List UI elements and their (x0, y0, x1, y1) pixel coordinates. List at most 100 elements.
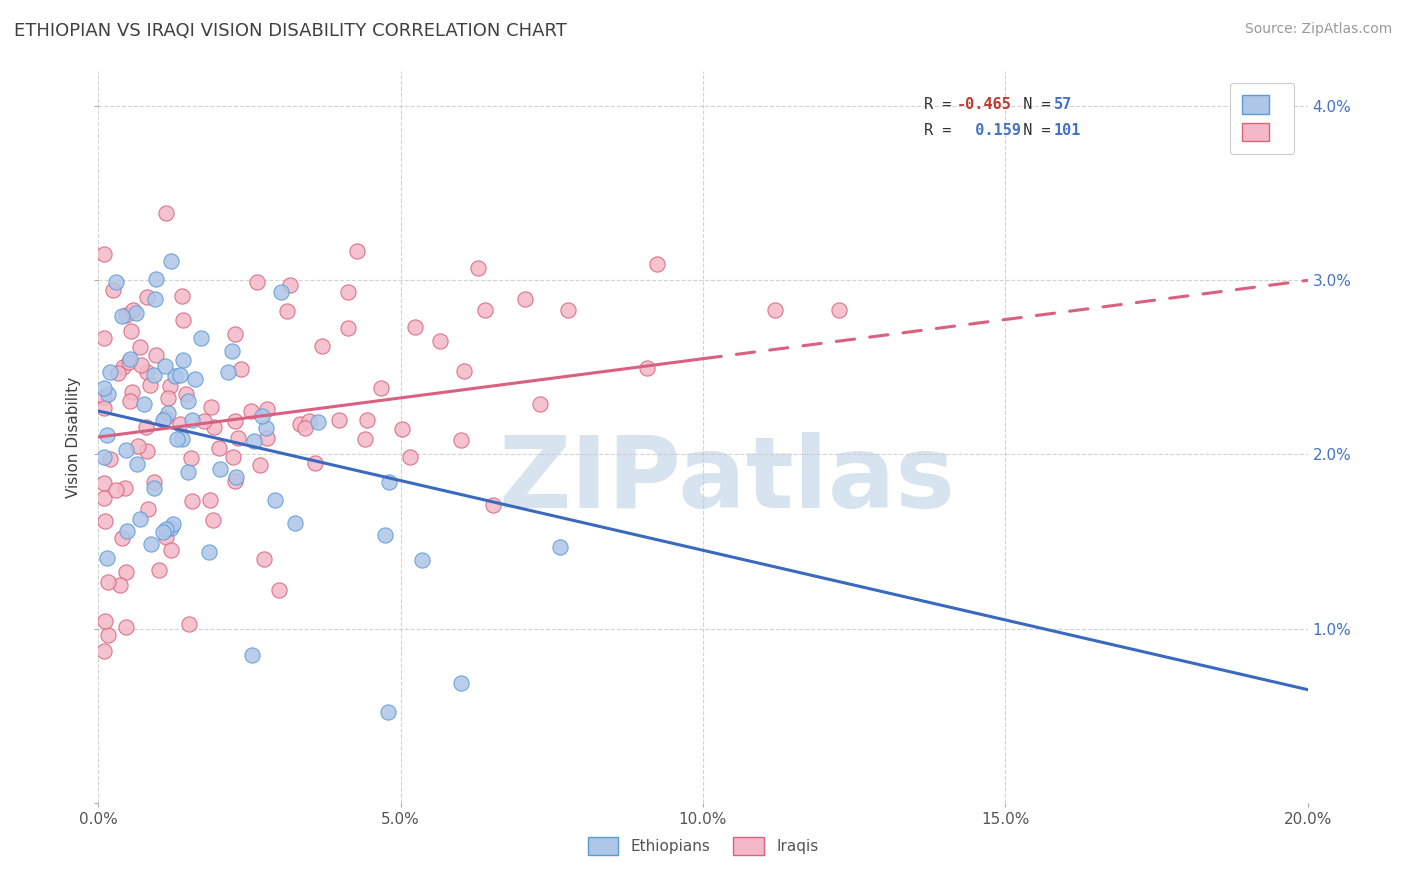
Point (353, 432, 375, 446)
Point (111, 360, 134, 375)
Point (121, 385, 143, 400)
Point (157, 405, 180, 419)
Point (115, 442, 138, 457)
Point (377, 706, 399, 720)
Point (94, 514, 117, 528)
Point (163, 368, 186, 383)
Point (142, 481, 165, 495)
Text: ZIPatlas: ZIPatlas (499, 433, 956, 530)
Point (169, 417, 191, 431)
Point (136, 444, 159, 458)
Point (246, 275, 269, 289)
Point (190, 331, 212, 345)
Point (250, 409, 273, 423)
Point (128, 512, 150, 526)
Point (152, 524, 174, 539)
Point (136, 290, 159, 304)
Point (153, 411, 176, 425)
Point (143, 368, 166, 382)
Point (97, 387, 120, 401)
Point (256, 401, 278, 416)
Point (240, 403, 263, 417)
Point (138, 501, 160, 516)
Point (148, 563, 170, 577)
Point (153, 359, 176, 373)
Point (636, 361, 658, 376)
Point (224, 474, 246, 488)
Point (129, 358, 152, 372)
Point (763, 302, 786, 317)
Point (169, 368, 191, 382)
Point (226, 431, 249, 445)
Point (93, 331, 115, 345)
Point (139, 537, 162, 551)
Point (152, 413, 174, 427)
Point (114, 308, 136, 322)
Point (160, 521, 183, 535)
Point (104, 483, 127, 497)
Point (225, 470, 247, 484)
Point (145, 347, 167, 361)
Point (93, 475, 115, 490)
Point (118, 355, 141, 369)
Point (467, 261, 489, 276)
Point (145, 272, 167, 286)
Point (93, 491, 115, 506)
Point (515, 293, 537, 307)
Point (127, 439, 149, 453)
Point (267, 582, 290, 597)
Point (101, 283, 124, 297)
Point (166, 432, 188, 446)
Point (177, 393, 200, 408)
Point (548, 541, 571, 555)
Point (162, 517, 184, 532)
Point (217, 364, 239, 378)
Point (93, 381, 115, 395)
Point (180, 451, 202, 466)
Point (138, 377, 160, 392)
Point (307, 415, 329, 429)
Point (111, 531, 134, 545)
Point (157, 392, 180, 406)
Point (202, 420, 225, 434)
Point (529, 397, 551, 411)
Point (93, 390, 115, 404)
Point (177, 465, 200, 479)
Point (336, 321, 359, 335)
Point (93, 614, 115, 628)
Point (143, 475, 166, 490)
Point (177, 616, 200, 631)
Point (96, 428, 118, 442)
Text: Source: ZipAtlas.com: Source: ZipAtlas.com (1244, 22, 1392, 37)
Point (120, 324, 142, 338)
Point (374, 528, 396, 542)
Point (172, 353, 194, 368)
Point (159, 379, 181, 393)
Point (229, 362, 252, 376)
Text: N =: N = (1005, 97, 1060, 112)
Point (356, 413, 378, 427)
Point (122, 303, 145, 318)
Text: 101: 101 (1053, 122, 1081, 137)
Point (93, 247, 115, 261)
Point (93, 644, 115, 658)
Point (172, 313, 194, 327)
Point (98, 365, 121, 379)
Point (183, 371, 205, 385)
Point (170, 289, 193, 303)
Point (198, 544, 221, 558)
Point (135, 365, 157, 379)
Point (155, 530, 177, 544)
Point (294, 421, 316, 435)
Point (115, 620, 138, 634)
Text: ETHIOPIAN VS IRAQI VISION DISABILITY CORRELATION CHART: ETHIOPIAN VS IRAQI VISION DISABILITY COR… (14, 22, 567, 40)
Point (117, 524, 139, 538)
Point (160, 253, 183, 268)
Point (221, 344, 243, 359)
Point (209, 462, 232, 476)
Point (118, 393, 141, 408)
Point (264, 492, 287, 507)
Point (450, 676, 472, 690)
Point (557, 303, 579, 318)
Point (290, 417, 312, 432)
